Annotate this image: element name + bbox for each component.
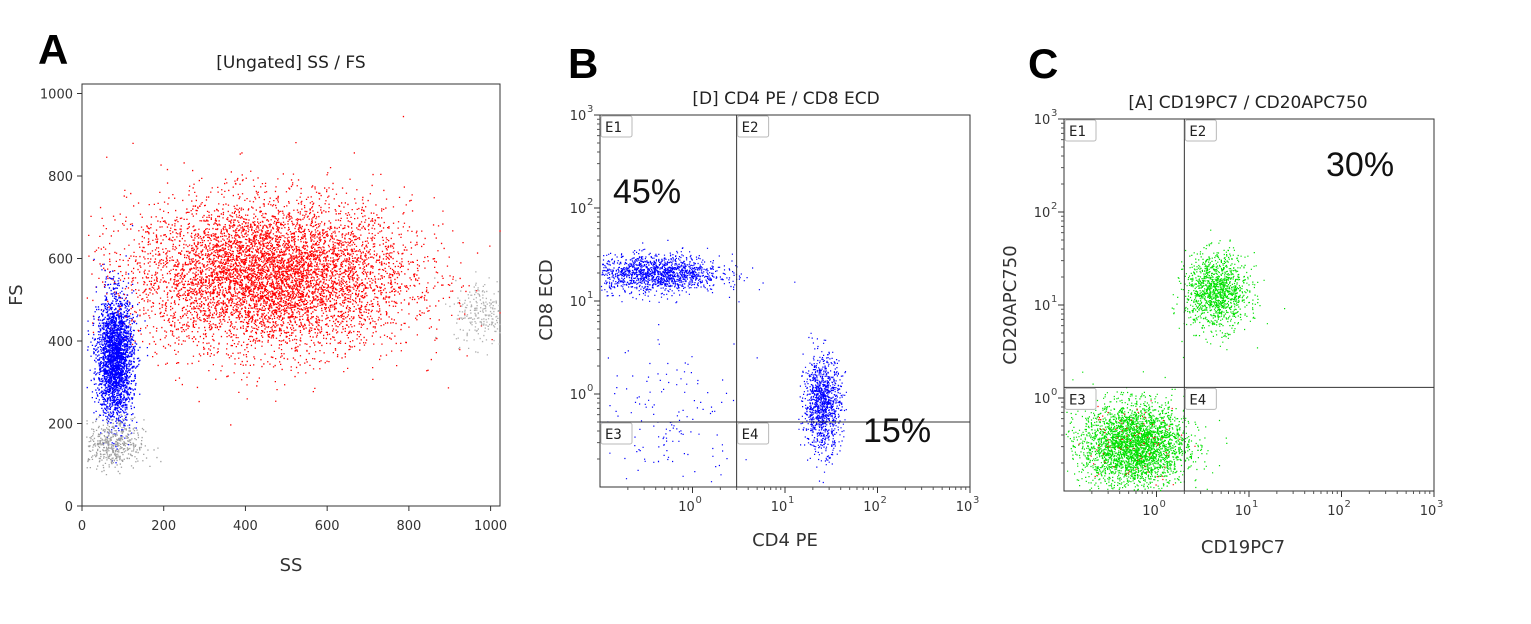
x-tick-label: 10 (1327, 504, 1344, 519)
y-tick-exponent: 2 (587, 197, 593, 208)
panel-b-ticks: 10 010 010 110 110 210 210 310 3 (570, 104, 980, 515)
x-tick-label: 1000 (474, 519, 507, 534)
panel-b-annotation-e1: 45% (613, 173, 681, 211)
x-tick-label: 200 (151, 519, 176, 534)
quadrant-label: E1 (1069, 124, 1086, 140)
quadrant-label-box (1184, 387, 1217, 410)
scatter-population (86, 225, 149, 464)
x-tick-exponent: 1 (1252, 499, 1258, 510)
x-tick-exponent: 2 (1345, 499, 1351, 510)
y-tick-exponent: 1 (1051, 294, 1057, 305)
y-tick-exponent: 0 (587, 383, 593, 394)
panel-b-xlabel: CD4 PE (752, 530, 818, 551)
panel-c-quadrant-labels: E1 E2 E3 E4 (1064, 119, 1217, 410)
y-tick-label: 1000 (40, 87, 73, 102)
quadrant-label-box (600, 115, 633, 138)
y-tick-label: 10 (1034, 206, 1051, 221)
y-tick-label: 10 (1034, 299, 1051, 314)
x-tick-label: 600 (315, 519, 340, 534)
x-tick-label: 400 (233, 519, 258, 534)
x-tick-exponent: 0 (1160, 499, 1166, 510)
quadrant-label: E3 (1069, 392, 1086, 408)
quadrant-label: E2 (742, 120, 759, 136)
y-tick-label: 10 (1034, 392, 1051, 407)
y-tick-label: 10 (1034, 113, 1051, 128)
panel-c-title: [A] CD19PC7 / CD20APC750 (1128, 93, 1367, 113)
x-tick-label: 10 (1142, 504, 1159, 519)
scatter-population (86, 115, 501, 426)
quadrant-label: E2 (1189, 124, 1206, 140)
scatter-population (86, 413, 162, 476)
quadrant-label-box (600, 422, 633, 445)
quadrant-label: E4 (742, 427, 759, 443)
x-tick-label: 10 (678, 500, 695, 515)
x-tick-label: 10 (956, 500, 973, 515)
panel-b-quadrant-labels: E1 E2 E3 E4 (600, 115, 770, 445)
panel-b-ylabel: CD8 ECD (536, 259, 557, 340)
y-tick-label: 10 (570, 202, 587, 217)
quadrant-label-box (737, 422, 770, 445)
y-tick-label: 800 (48, 170, 73, 185)
y-tick-label: 10 (570, 295, 587, 310)
x-tick-exponent: 3 (973, 495, 979, 506)
panel-a: A [Ungated] SS / FS 0 200 400 600 800 1000 0 20… (6, 26, 507, 576)
y-tick-label: 400 (48, 335, 73, 350)
panel-letter-a: A (38, 26, 68, 73)
quadrant-label-box (737, 115, 770, 138)
panel-b-title: [D] CD4 PE / CD8 ECD (692, 89, 879, 109)
quadrant-label: E3 (605, 427, 622, 443)
scatter-population (1065, 356, 1228, 492)
panel-a-title: [Ungated] SS / FS (216, 53, 365, 73)
y-tick-exponent: 3 (587, 104, 593, 115)
panel-b-dots (600, 239, 847, 484)
panel-a-ticks: 0 200 400 600 800 1000 0 200 400 600 800 1000 (40, 87, 507, 534)
panel-c-ylabel: CD20APC750 (1000, 245, 1021, 364)
scatter-population (434, 271, 501, 356)
panel-a-dots (86, 115, 501, 476)
x-tick-label: 800 (396, 519, 421, 534)
y-tick-label: 10 (570, 388, 587, 403)
x-tick-label: 10 (863, 500, 880, 515)
scatter-population (600, 239, 796, 304)
x-tick-exponent: 2 (881, 495, 887, 506)
panel-letter-b: B (568, 40, 598, 87)
x-tick-label: 10 (771, 500, 788, 515)
y-tick-label: 200 (48, 417, 73, 432)
x-tick-label: 0 (78, 519, 86, 534)
panel-letter-c: C (1028, 40, 1058, 87)
panel-a-xlabel: SS (280, 555, 303, 576)
y-tick-exponent: 2 (1051, 201, 1057, 212)
y-tick-exponent: 1 (587, 290, 593, 301)
quadrant-label: E1 (605, 120, 622, 136)
panel-b-annotation-e4: 15% (863, 412, 931, 450)
y-tick-label: 10 (570, 109, 587, 124)
x-tick-exponent: 3 (1437, 499, 1443, 510)
panel-c-ticks: 10 010 010 110 110 210 210 310 3 (1034, 108, 1444, 519)
panel-b-plot-area (599, 114, 971, 488)
quadrant-label: E4 (1189, 392, 1206, 408)
y-tick-label: 600 (48, 252, 73, 267)
quadrant-label-box (1064, 387, 1097, 410)
x-tick-label: 10 (1235, 504, 1252, 519)
x-tick-label: 10 (1420, 504, 1437, 519)
panel-a-ylabel: FS (6, 284, 27, 305)
panel-c-annotation-e2: 30% (1326, 146, 1394, 184)
y-tick-label: 0 (65, 500, 73, 515)
panel-c-dots (1065, 229, 1286, 492)
x-tick-exponent: 1 (788, 495, 794, 506)
x-tick-exponent: 0 (696, 495, 702, 506)
y-tick-exponent: 3 (1051, 108, 1057, 119)
panel-c-xlabel: CD19PC7 (1201, 537, 1285, 558)
quadrant-label-box (1184, 119, 1217, 142)
quadrant-label-box (1064, 119, 1097, 142)
y-tick-exponent: 0 (1051, 387, 1057, 398)
scatter-population (798, 332, 847, 484)
